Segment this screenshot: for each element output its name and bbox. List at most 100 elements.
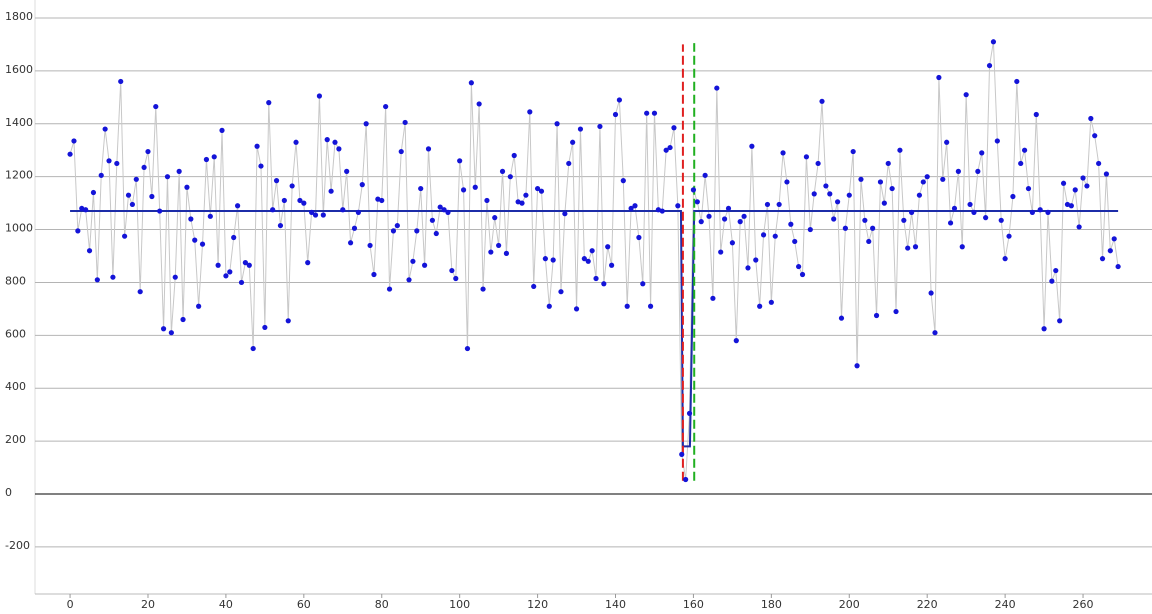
data-point bbox=[1103, 171, 1110, 177]
data-point bbox=[523, 192, 529, 198]
data-point bbox=[67, 151, 73, 157]
data-point bbox=[472, 184, 478, 190]
data-point bbox=[340, 207, 346, 213]
data-point bbox=[492, 215, 498, 221]
data-point bbox=[328, 188, 334, 194]
x-tick-label: 40 bbox=[219, 598, 233, 611]
data-point bbox=[188, 216, 194, 222]
y-tick-label: 400 bbox=[5, 380, 26, 393]
data-point bbox=[854, 363, 860, 369]
data-point bbox=[640, 281, 646, 287]
data-point bbox=[499, 168, 506, 174]
data-point bbox=[344, 168, 350, 174]
data-point bbox=[1010, 193, 1016, 200]
data-point bbox=[433, 230, 439, 237]
data-point bbox=[192, 237, 198, 243]
data-point bbox=[585, 258, 591, 264]
data-point bbox=[616, 97, 623, 103]
data-point bbox=[877, 179, 884, 185]
data-point bbox=[885, 160, 891, 167]
data-point bbox=[129, 201, 136, 208]
data-point bbox=[1025, 185, 1032, 192]
data-point bbox=[527, 109, 533, 115]
y-tick-label: 1600 bbox=[5, 63, 33, 76]
data-point bbox=[336, 146, 342, 152]
data-point bbox=[1045, 209, 1051, 215]
data-point bbox=[207, 213, 213, 219]
data-point bbox=[98, 172, 104, 178]
data-point bbox=[644, 110, 650, 116]
data-point bbox=[219, 127, 225, 133]
x-tick-label: 140 bbox=[605, 598, 626, 611]
data-point bbox=[862, 217, 868, 223]
data-point bbox=[367, 242, 373, 249]
data-point bbox=[975, 168, 981, 174]
data-point bbox=[398, 148, 404, 155]
data-point bbox=[324, 137, 330, 143]
data-point bbox=[581, 256, 587, 262]
data-point bbox=[858, 176, 864, 182]
data-point bbox=[819, 98, 825, 104]
data-point bbox=[176, 168, 182, 174]
data-point bbox=[605, 244, 611, 250]
data-point bbox=[320, 212, 326, 218]
data-point bbox=[612, 111, 619, 118]
data-point bbox=[316, 93, 323, 99]
data-point bbox=[647, 303, 654, 309]
data-point bbox=[675, 203, 681, 209]
data-point bbox=[866, 238, 872, 245]
data-point bbox=[379, 197, 385, 204]
data-point bbox=[449, 267, 455, 274]
data-point bbox=[967, 201, 973, 208]
x-tick-label: 160 bbox=[683, 598, 704, 611]
data-point bbox=[998, 217, 1004, 223]
data-point bbox=[273, 178, 280, 184]
data-point bbox=[558, 289, 564, 295]
data-point bbox=[277, 222, 284, 229]
data-point bbox=[955, 168, 961, 174]
data-point bbox=[309, 209, 315, 215]
data-point bbox=[932, 330, 938, 336]
data-point bbox=[609, 262, 615, 268]
data-point bbox=[959, 244, 965, 250]
data-point bbox=[1049, 278, 1055, 284]
data-point bbox=[153, 103, 159, 110]
data-point bbox=[106, 158, 112, 164]
data-point bbox=[1002, 256, 1008, 262]
data-point bbox=[788, 221, 794, 227]
data-point bbox=[149, 193, 155, 200]
data-point bbox=[1068, 203, 1074, 209]
data-point bbox=[624, 303, 630, 309]
data-point bbox=[160, 326, 167, 332]
data-point bbox=[562, 211, 568, 217]
data-point bbox=[351, 225, 358, 231]
data-point bbox=[164, 174, 171, 180]
data-point bbox=[951, 205, 958, 212]
data-point bbox=[281, 197, 287, 204]
data-point bbox=[297, 197, 303, 204]
data-point bbox=[834, 199, 841, 205]
data-point bbox=[402, 119, 408, 126]
data-point bbox=[983, 215, 989, 221]
data-point bbox=[780, 150, 786, 156]
data-point bbox=[141, 164, 147, 171]
data-point bbox=[799, 271, 806, 278]
data-point bbox=[359, 182, 365, 188]
x-tick-label: 260 bbox=[1073, 598, 1094, 611]
data-point bbox=[667, 144, 673, 151]
data-point bbox=[718, 249, 724, 255]
data-point bbox=[531, 283, 537, 290]
data-point bbox=[601, 281, 607, 287]
data-point bbox=[406, 277, 412, 283]
data-point bbox=[538, 188, 545, 194]
data-point bbox=[125, 192, 132, 198]
data-point bbox=[710, 295, 716, 301]
data-point bbox=[347, 240, 354, 246]
data-point bbox=[180, 316, 186, 323]
data-point bbox=[1072, 187, 1078, 193]
data-point bbox=[464, 345, 471, 352]
data-point bbox=[289, 183, 295, 189]
data-point bbox=[122, 233, 128, 239]
data-point bbox=[577, 126, 584, 132]
data-point bbox=[1111, 236, 1117, 242]
